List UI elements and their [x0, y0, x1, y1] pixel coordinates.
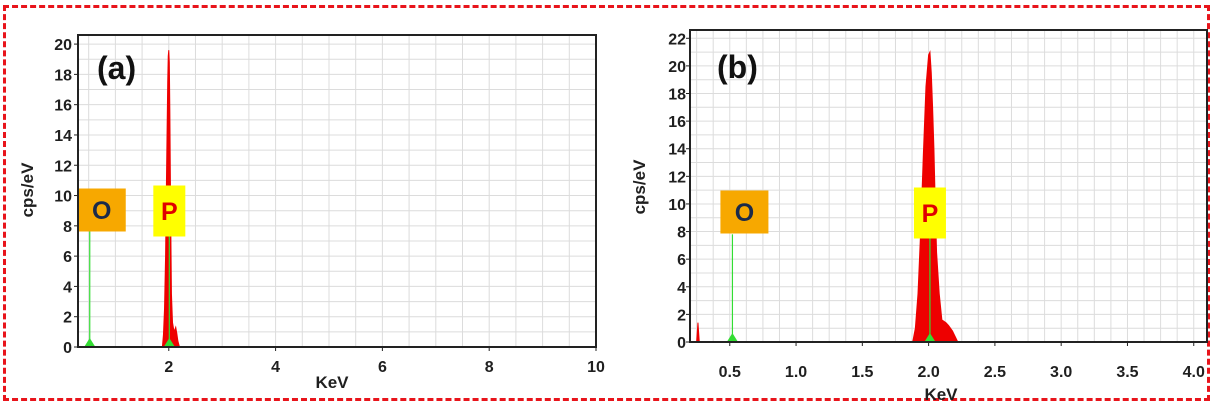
x-tick-label: 2 [164, 359, 173, 376]
plot-frame [689, 29, 1208, 343]
spectrum-panel-b: O P 0 2 4 6 8 10 12 14 16 18 20 22 0.5 1.0 1.5 2.0 2.5 3.0 3… [630, 29, 1208, 404]
y-tick-label: 6 [677, 252, 686, 269]
y-tick-label: 6 [63, 249, 72, 266]
spectrum-panel-a: O P 0 2 4 6 8 10 12 14 16 18 20 2 4 6 8 10 KeV cps/eV (a) [18, 34, 605, 392]
panel-label: (b) [717, 49, 758, 85]
element-label-O: O [92, 197, 111, 225]
plot-frame [77, 34, 597, 348]
y-tick-label: 12 [54, 158, 72, 175]
marker-triangle-P [164, 338, 175, 346]
y-tick-label: 10 [54, 189, 72, 206]
gridlines [690, 30, 1207, 343]
y-tick-label: 0 [63, 340, 72, 357]
element-label-O: O [735, 199, 754, 227]
x-axis-label: KeV [315, 373, 349, 392]
y-tick-label: 16 [54, 98, 72, 115]
element-label-box-O [720, 190, 769, 234]
marker-triangle-O [84, 338, 95, 346]
x-tick-label: 10 [587, 359, 605, 376]
x-tick-label: 4 [271, 359, 280, 376]
element-label-P: P [161, 198, 178, 226]
x-tick-label: 1.5 [851, 364, 873, 381]
marker-triangle-O [727, 333, 738, 341]
element-label-P: P [922, 200, 939, 228]
y-tick-label: 2 [677, 307, 686, 324]
y-axis-label: cps/eV [630, 159, 649, 214]
y-tick-label: 20 [668, 59, 686, 76]
y-tick-label: 4 [63, 279, 72, 296]
x-tick-label: 4.0 [1183, 364, 1205, 381]
y-tick-label: 14 [668, 142, 686, 159]
y-tick-label: 12 [668, 169, 686, 186]
x-axis-label: KeV [924, 385, 958, 404]
element-label-box-O [77, 188, 126, 232]
dashed-figure-border [3, 5, 1210, 401]
x-tick-label: 8 [485, 359, 494, 376]
marker-triangle-P [924, 333, 935, 341]
y-tick-label: 20 [54, 37, 72, 54]
y-tick-label: 8 [677, 225, 686, 242]
y-tick-label: 14 [54, 128, 72, 145]
y-tick-label: 10 [668, 197, 686, 214]
y-axis-label: cps/eV [18, 162, 37, 217]
y-tick-label: 18 [668, 87, 686, 104]
x-tick-label: 6 [378, 359, 387, 376]
spectrum-peak-series-0 [161, 50, 180, 348]
y-tick-label: 0 [677, 335, 686, 352]
x-tick-label: 2.0 [917, 364, 939, 381]
y-tick-label: 16 [668, 114, 686, 131]
element-label-box-P [913, 187, 946, 239]
x-tick-label: 3.5 [1116, 364, 1138, 381]
y-tick-label: 18 [54, 67, 72, 84]
panel-label: (a) [97, 50, 136, 86]
spectrum-peak-series-0 [912, 50, 959, 343]
element-label-box-P [153, 185, 186, 237]
x-tick-label: 3.0 [1050, 364, 1072, 381]
x-tick-label: 1.0 [785, 364, 807, 381]
y-tick-label: 22 [668, 31, 686, 48]
y-tick-label: 4 [677, 280, 686, 297]
x-tick-label: 0.5 [719, 364, 741, 381]
y-tick-label: 8 [63, 219, 72, 236]
y-tick-label: 2 [63, 310, 72, 327]
x-tick-label: 2.5 [984, 364, 1006, 381]
plot-area [690, 30, 1207, 342]
